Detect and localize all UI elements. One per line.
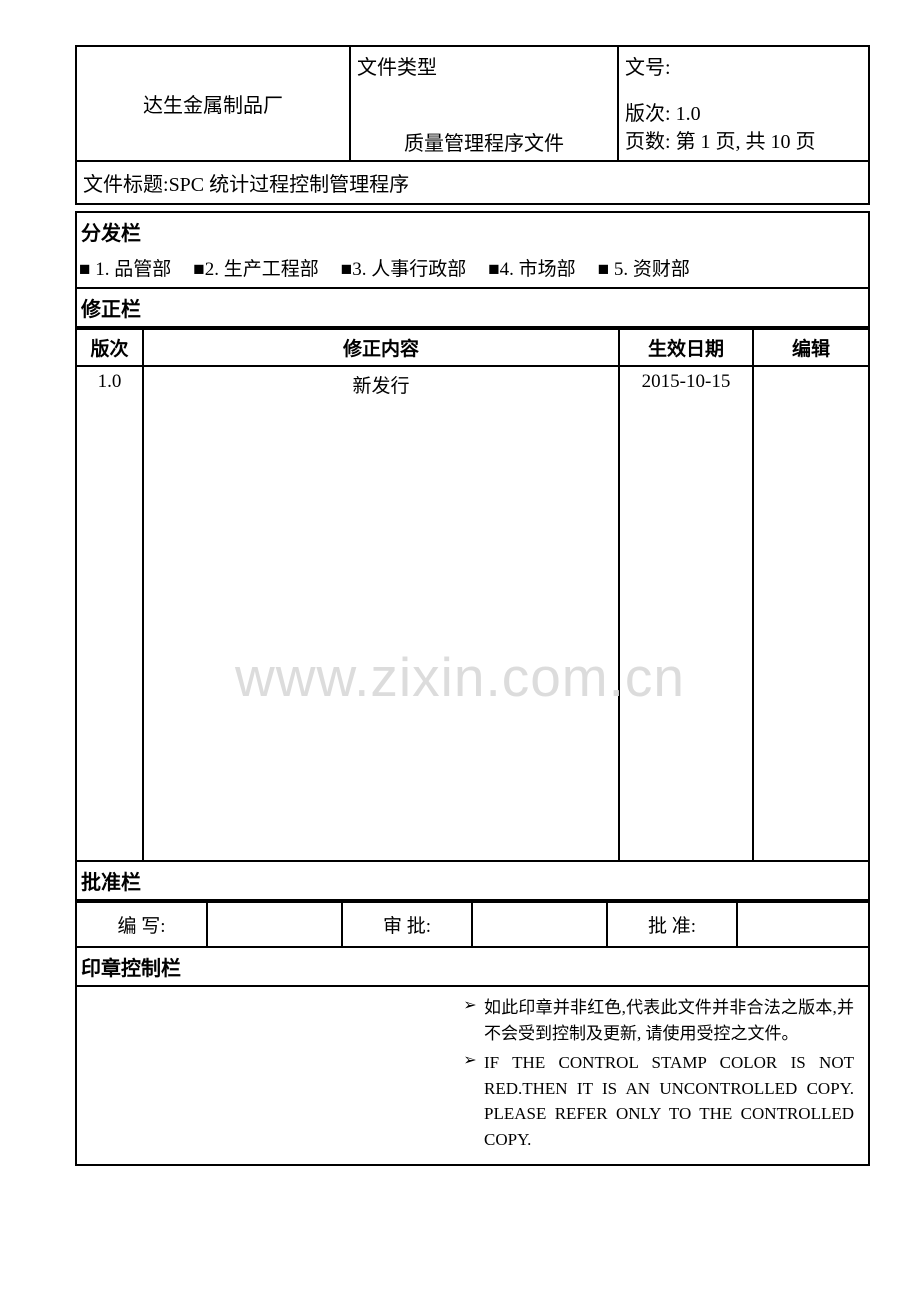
doc-type-value: 质量管理程序文件 [350,96,618,161]
approval-section-title: 批准栏 [77,862,868,901]
dist-item-4: ■4. 市场部 [488,254,575,281]
doc-title-value: SPC 统计过程控制管理程序 [169,174,410,196]
doc-type-label: 文件类型 [350,46,618,96]
version-value: 1.0 [676,103,701,125]
approval-review-label: 审 批: [342,902,472,947]
rev-row-content: 新发行 [143,366,619,861]
arrow-icon: ➢ [456,995,484,1015]
stamp-left [77,987,442,1164]
stamp-right: ➢ 如此印章并非红色,代表此文件并非合法之版本,并不会受到控制及更新, 请使用受… [442,987,868,1164]
dist-item-2: ■2. 生产工程部 [193,254,318,281]
stamp-section-title: 印章控制栏 [77,948,868,987]
distribution-row: ■ 1. 品管部 ■2. 生产工程部 ■3. 人事行政部 ■4. 市场部 ■ 5… [77,250,868,289]
stamp-text-2: IF THE CONTROL STAMP COLOR IS NOT RED.TH… [484,1050,854,1152]
approval-review-value [472,902,607,947]
doc-no-label: 文号: [618,46,869,96]
stamp-item-2: ➢ IF THE CONTROL STAMP COLOR IS NOT RED.… [456,1050,854,1152]
main-block: 分发栏 ■ 1. 品管部 ■2. 生产工程部 ■3. 人事行政部 ■4. 市场部… [75,213,870,1166]
rev-col-version: 版次 [77,329,143,366]
approval-table: 编 写: 审 批: 批 准: [77,901,868,948]
rev-col-editor: 编辑 [753,329,868,366]
rev-row-editor [753,366,868,861]
approval-approve-value [737,902,868,947]
revision-section-title: 修正栏 [77,289,868,328]
rev-row-version: 1.0 [77,366,143,861]
distribution-section-title: 分发栏 [77,213,868,250]
dist-item-3: ■3. 人事行政部 [341,254,466,281]
stamp-table: ➢ 如此印章并非红色,代表此文件并非合法之版本,并不会受到控制及更新, 请使用受… [77,987,868,1164]
pages-value: 第 1 页, 共 10 页 [676,131,816,153]
doc-title-label: 文件标题: [83,174,169,196]
revision-table: 版次 修正内容 生效日期 编辑 1.0 新发行 2015-10-15 [77,328,868,862]
company-name: 达生金属制品厂 [76,46,350,161]
approval-write-value [207,902,342,947]
rev-col-date: 生效日期 [619,329,753,366]
stamp-item-1: ➢ 如此印章并非红色,代表此文件并非合法之版本,并不会受到控制及更新, 请使用受… [456,995,854,1046]
dist-item-5: ■ 5. 资财部 [598,254,690,281]
stamp-text-1: 如此印章并非红色,代表此文件并非合法之版本,并不会受到控制及更新, 请使用受控之… [484,995,854,1046]
header-table: 达生金属制品厂 文件类型 文号: 质量管理程序文件 版次: 1.0 页数: 第 … [75,45,870,205]
doc-meta: 版次: 1.0 页数: 第 1 页, 共 10 页 [618,96,869,161]
rev-row-date: 2015-10-15 [619,366,753,861]
version-label: 版次: [625,103,671,125]
document-page: 达生金属制品厂 文件类型 文号: 质量管理程序文件 版次: 1.0 页数: 第 … [75,45,870,1166]
doc-title-row: 文件标题:SPC 统计过程控制管理程序 [76,161,869,204]
dist-item-1: ■ 1. 品管部 [79,254,171,281]
pages-label: 页数: [625,131,671,153]
approval-write-label: 编 写: [77,902,207,947]
rev-col-content: 修正内容 [143,329,619,366]
arrow-icon: ➢ [456,1050,484,1070]
approval-approve-label: 批 准: [607,902,737,947]
